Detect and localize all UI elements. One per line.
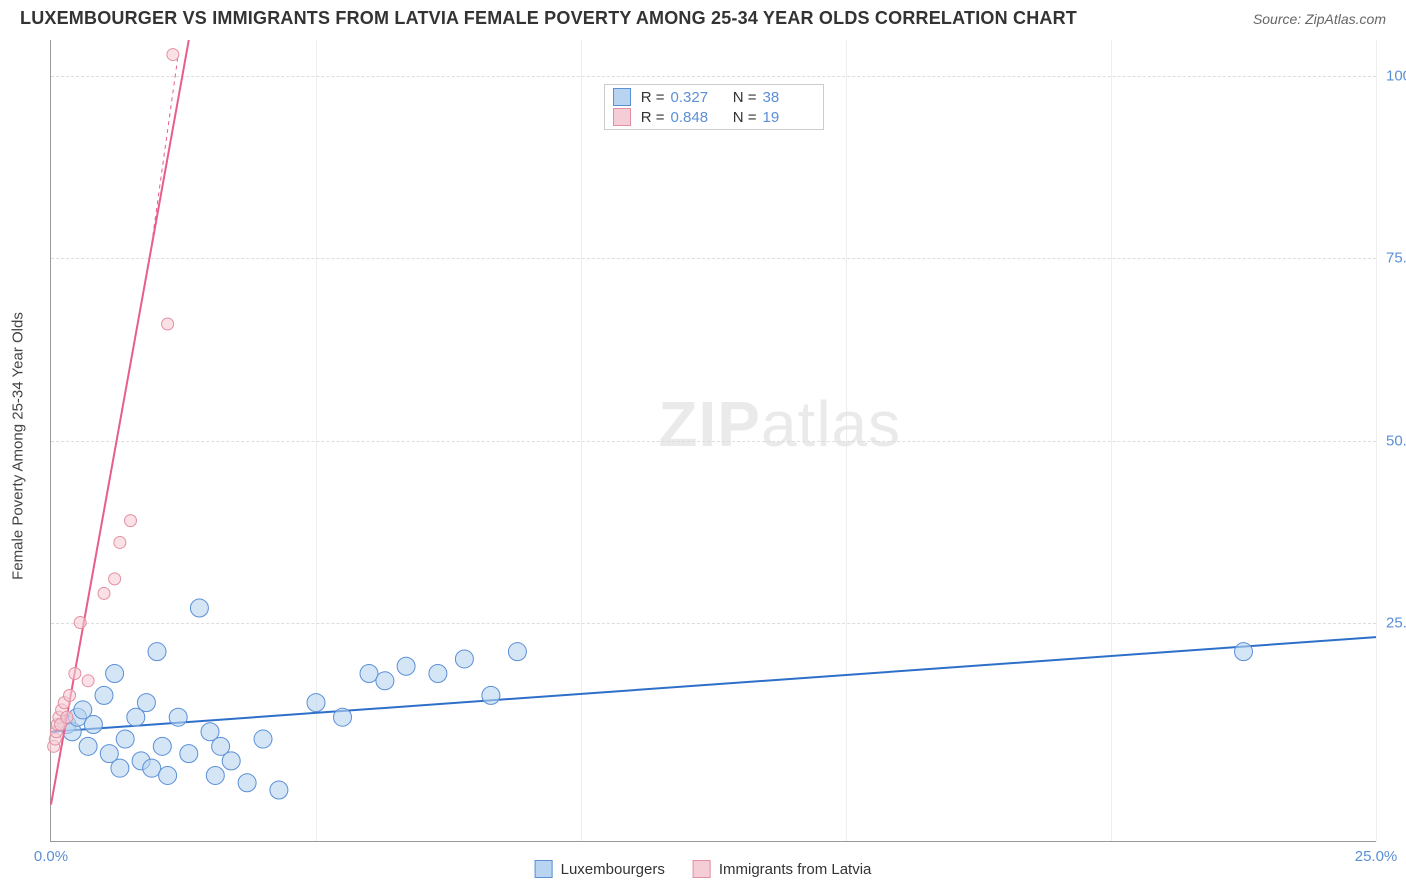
x-tick-label: 25.0% [1355, 848, 1398, 865]
swatch-pink-icon [693, 860, 711, 878]
y-tick-label: 25.0% [1386, 614, 1406, 631]
y-tick-label: 100.0% [1386, 68, 1406, 85]
chart-plot-area: ZIPatlas R = 0.327 N = 38 R = 0.848 N = … [50, 40, 1376, 842]
y-tick-label: 50.0% [1386, 432, 1406, 449]
legend-item-1: Luxembourgers [535, 860, 665, 878]
scatter-svg [51, 40, 1376, 841]
swatch-blue-icon [613, 88, 631, 106]
stats-legend: R = 0.327 N = 38 R = 0.848 N = 19 [604, 84, 824, 130]
series-legend: Luxembourgers Immigrants from Latvia [535, 860, 872, 878]
swatch-pink-icon [613, 108, 631, 126]
source-label: Source: ZipAtlas.com [1253, 11, 1386, 27]
stats-row-series1: R = 0.327 N = 38 [613, 87, 815, 107]
y-tick-label: 75.0% [1386, 250, 1406, 267]
swatch-blue-icon [535, 860, 553, 878]
chart-title: LUXEMBOURGER VS IMMIGRANTS FROM LATVIA F… [20, 8, 1077, 29]
x-tick-label: 0.0% [34, 848, 68, 865]
stats-row-series2: R = 0.848 N = 19 [613, 107, 815, 127]
legend-item-2: Immigrants from Latvia [693, 860, 872, 878]
y-axis-label: Female Poverty Among 25-34 Year Olds [10, 312, 27, 580]
